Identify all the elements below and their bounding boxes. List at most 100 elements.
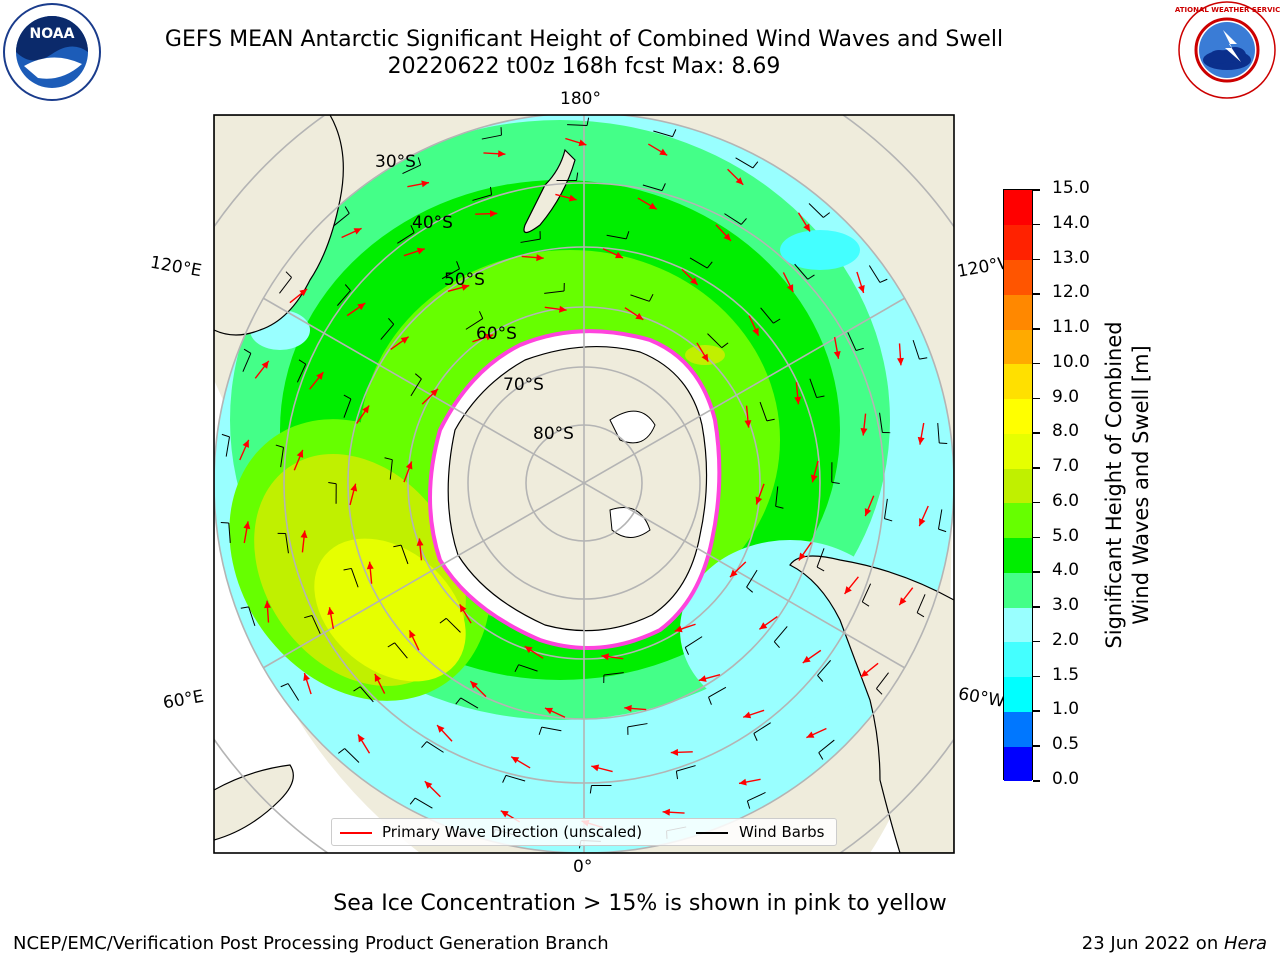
wind-barb <box>285 533 289 554</box>
wind-barb <box>868 265 881 283</box>
wind-barb <box>465 318 484 330</box>
colorbar-tick-label: 0.5 <box>1052 734 1080 755</box>
lat-label-80s: 80°S <box>533 424 574 444</box>
colorbar-tick <box>1033 536 1040 539</box>
wave-direction-arrowhead <box>242 439 249 448</box>
wave-direction-arrowhead <box>316 372 324 380</box>
wind-barb-flag <box>773 641 780 649</box>
wind-barb-flag <box>586 117 590 126</box>
wave-direction-arrowhead <box>424 781 433 789</box>
wind-barb <box>684 636 703 648</box>
wind-barb-flag <box>818 752 824 760</box>
wind-barb <box>817 660 832 676</box>
wave-direction-arrowhead <box>578 139 587 147</box>
colorbar-segment <box>1004 502 1032 539</box>
wave-direction-arrowhead <box>635 312 644 320</box>
colorbar-tick-label: 7.0 <box>1052 456 1080 477</box>
wave-direction-arrowhead <box>919 518 926 527</box>
wave-direction-arrowhead <box>459 604 467 613</box>
wind-barb <box>916 594 926 613</box>
wind-barb-flag <box>393 544 402 548</box>
wind-barb <box>311 615 321 634</box>
colorbar-tick <box>1033 606 1040 608</box>
wave-direction-arrowhead <box>670 748 679 756</box>
wind-barb-flag <box>280 683 289 688</box>
wave-direction-arrowhead <box>624 704 632 712</box>
wave-direction-arrowhead <box>759 622 768 630</box>
wave-direction-arrowhead <box>674 625 683 633</box>
wave-direction-arrowhead <box>615 251 624 259</box>
wave-direction-arrowhead <box>810 474 818 483</box>
wind-barb <box>280 447 284 468</box>
wave-direction-arrowhead <box>300 530 308 539</box>
wave-direction-arrowhead <box>899 597 907 606</box>
lat-label-30s: 30°S <box>375 152 416 172</box>
wind-barb <box>884 498 888 519</box>
colorbar-tick <box>1033 710 1040 712</box>
colorbar-tick <box>1033 467 1040 469</box>
wind-barb <box>296 363 307 383</box>
wind-barb-flag <box>478 311 484 319</box>
colorbar-segment <box>1004 294 1032 330</box>
wave-direction-arrowhead <box>400 336 409 344</box>
colorbar-tick-label: 8.0 <box>1052 421 1080 442</box>
wave-direction-arrowhead <box>743 711 752 719</box>
colorbar-tick <box>1033 397 1040 400</box>
colorbar-tick <box>1033 675 1040 678</box>
wind-barb <box>676 765 696 772</box>
wind-barb <box>248 606 256 627</box>
wind-barb-flag <box>502 775 507 783</box>
colorbar-tick-label: 3.0 <box>1052 595 1080 616</box>
wind-barb <box>912 339 920 360</box>
noaa-logo-text: NOAA <box>30 26 75 42</box>
wave-direction-arrowhead <box>798 552 806 561</box>
wind-barb <box>642 184 663 192</box>
wind-barb-flag <box>746 586 754 593</box>
wind-barb <box>775 486 779 507</box>
wave-direction-arrowhead <box>470 681 478 689</box>
wave-direction-arrowhead <box>659 148 668 156</box>
colorbar-tick <box>1033 432 1040 434</box>
colorbar <box>1003 189 1033 782</box>
wave-direction-arrowhead <box>405 461 413 470</box>
wave-direction-arrowhead <box>350 483 358 492</box>
wind-barb <box>460 697 479 709</box>
wave-direction-arrowhead <box>735 177 744 185</box>
ross-ice-shelf <box>609 410 656 444</box>
wave-direction-arrowhead <box>723 233 731 241</box>
wave-direction-arrowhead <box>500 810 509 818</box>
wave-direction-arrowhead <box>544 707 553 715</box>
wave-direction-arrowhead <box>833 351 841 359</box>
wind-barb <box>876 672 889 689</box>
colorbar-tick <box>1033 640 1040 643</box>
wave-direction-legend-label: Primary Wave Direction (unscaled) <box>382 823 643 841</box>
wave-direction-arrowhead <box>591 764 600 772</box>
wind-barb <box>937 422 940 444</box>
wind-barb <box>724 213 742 225</box>
wind-barb <box>735 157 754 169</box>
wind-barb-flag <box>939 442 948 445</box>
wind-barb <box>344 748 360 763</box>
colorbar-tick-label: 6.0 <box>1052 490 1080 511</box>
colorbar-tick <box>1033 745 1040 747</box>
colorbar-tick-label: 1.0 <box>1052 699 1080 720</box>
wind-barb <box>794 263 809 280</box>
wind-barb-flag <box>938 528 947 533</box>
wind-barb-flag <box>243 348 252 354</box>
wind-barb-flag <box>455 697 462 705</box>
wind-barb <box>518 664 538 672</box>
map-frame <box>213 114 955 854</box>
wave-direction-arrowhead <box>362 405 370 414</box>
sea-ice-note: Sea Ice Concentration > 15% is shown in … <box>333 891 947 916</box>
wave-direction-arrowhead <box>511 756 520 764</box>
wind-barb-flag <box>409 797 416 805</box>
wind-barb <box>606 234 627 240</box>
wind-barb-flag <box>672 129 677 137</box>
africa <box>214 764 294 841</box>
wave-direction-arrowhead <box>416 538 424 546</box>
vector-layer <box>220 117 948 849</box>
wave-direction-arrowhead <box>662 808 670 816</box>
wind-barb-flag <box>648 293 654 302</box>
wave-direction-arrowhead <box>806 731 815 738</box>
wind-barb <box>350 568 359 588</box>
